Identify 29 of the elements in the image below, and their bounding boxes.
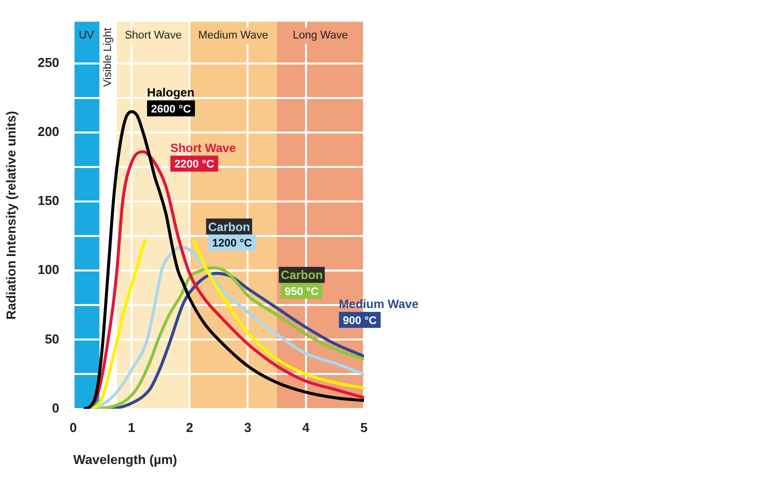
annotation: 2200 °C bbox=[174, 158, 214, 171]
x-tick-label: 2 bbox=[186, 420, 194, 436]
y-tick-label: 100 bbox=[38, 262, 60, 278]
y-tick-label: 200 bbox=[38, 124, 60, 139]
annotation: 950 °C bbox=[284, 286, 319, 298]
x-axis-title: Wavelength (µm) bbox=[73, 452, 178, 467]
y-tick-label: 0 bbox=[52, 400, 60, 416]
band-label: UV bbox=[78, 29, 95, 42]
x-tick-label: 4 bbox=[302, 420, 310, 436]
text: Carbon bbox=[280, 268, 323, 282]
x-tick-label: 5 bbox=[360, 420, 368, 436]
text: Medium Wave bbox=[338, 297, 419, 312]
x-tick-label: 1 bbox=[128, 420, 136, 436]
y-tick-label: 50 bbox=[44, 331, 60, 346]
annotation: 900 °C bbox=[342, 314, 377, 327]
band-label: Visible Light bbox=[102, 28, 114, 87]
annotation: 2600 °C bbox=[151, 103, 191, 116]
text: Carbon bbox=[208, 220, 250, 234]
y-tick-label: 150 bbox=[38, 193, 60, 208]
band-label: Long Wave bbox=[292, 29, 348, 42]
x-tick-label: 0 bbox=[70, 420, 77, 436]
band-label: Short Wave bbox=[124, 29, 182, 42]
y-tick-label: 250 bbox=[38, 54, 60, 70]
band-label: Medium Wave bbox=[198, 29, 268, 42]
series-label: Halogen bbox=[147, 86, 194, 100]
series-label: Short Wave bbox=[170, 140, 236, 155]
x-tick-label: 3 bbox=[244, 420, 252, 436]
annotation: 1200 °C bbox=[212, 237, 252, 250]
y-axis-title: Radiation Intensity (relative units) bbox=[3, 110, 18, 320]
